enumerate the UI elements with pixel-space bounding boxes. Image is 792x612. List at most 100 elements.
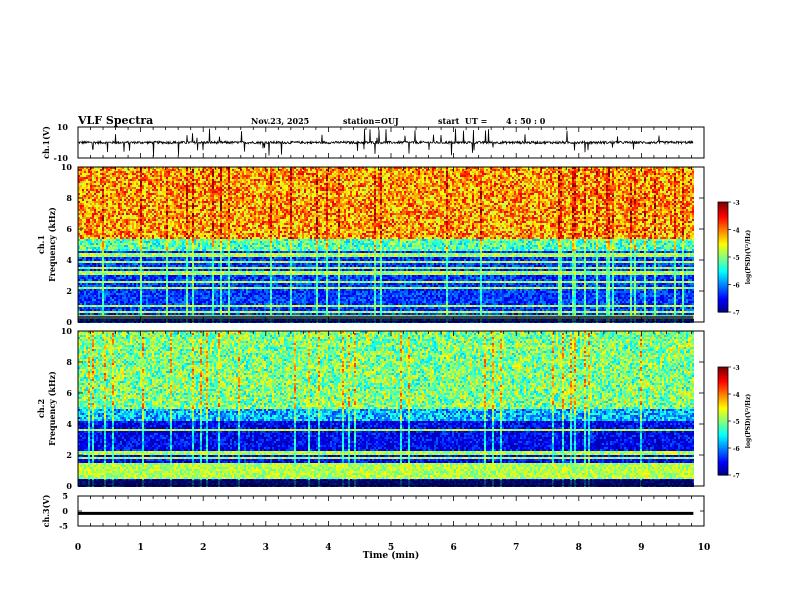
spectrogram-cell — [92, 195, 94, 197]
spectrogram-cell — [152, 281, 154, 283]
spectrogram-cell — [88, 259, 90, 261]
spectrogram-cell — [116, 195, 118, 197]
spectrogram-cell — [82, 293, 84, 295]
spectrogram-cell — [124, 231, 126, 233]
spectrogram-cell — [96, 231, 98, 233]
spectrogram-cell — [108, 267, 110, 269]
spectrogram-cell — [120, 217, 122, 219]
spectrogram-cell — [118, 197, 120, 199]
spectrogram-cell — [152, 225, 154, 227]
spectrogram-cell — [86, 249, 88, 251]
spectrogram-cell — [94, 185, 96, 187]
spectrogram-cell — [100, 251, 102, 253]
spectrogram-cell — [112, 277, 114, 279]
spectrogram-cell — [146, 269, 148, 271]
spectrogram-cell — [130, 227, 132, 229]
spectrogram-cell — [118, 249, 120, 251]
spectrogram-cell — [138, 295, 140, 297]
spectrogram-cell — [122, 299, 124, 301]
spectrogram-cell — [138, 169, 140, 171]
spectrogram-cell — [110, 291, 112, 293]
spectrogram-cell — [80, 287, 82, 289]
spectrogram-cell — [122, 219, 124, 221]
spectrogram-cell — [146, 203, 148, 205]
spectrogram-cell — [126, 181, 128, 183]
spectrogram-cell — [152, 269, 154, 271]
spectrogram-cell — [86, 307, 88, 309]
spectrogram-cell — [88, 171, 90, 173]
spectrogram-cell — [88, 301, 90, 303]
spectrogram-cell — [124, 199, 126, 201]
spectrogram-cell — [136, 219, 138, 221]
spectrogram-cell — [126, 311, 128, 313]
spectrogram-cell — [124, 239, 126, 241]
spectrogram-cell — [144, 293, 146, 295]
spectrogram-cell — [156, 313, 158, 315]
spectrogram-cell — [146, 189, 148, 191]
spectrogram-cell — [128, 299, 130, 301]
spectrogram-cell — [120, 183, 122, 185]
spectrogram-cell — [92, 259, 94, 261]
spectrogram-cell — [82, 231, 84, 233]
spectrogram-cell — [134, 203, 136, 205]
spectrogram-cell — [86, 239, 88, 241]
spectrogram-cell — [94, 235, 96, 237]
spectrogram-cell — [90, 209, 92, 211]
spectrogram-cell — [122, 195, 124, 197]
spectrogram-cell — [98, 227, 100, 229]
spectrogram-cell — [94, 261, 96, 263]
spectrogram-cell — [156, 181, 158, 183]
spectrogram-cell — [114, 255, 116, 257]
spectrogram-cell — [140, 295, 142, 297]
spectrogram-cell — [122, 227, 124, 229]
spectrogram-cell — [126, 307, 128, 309]
spectrogram-cell — [154, 313, 156, 315]
spectrogram-cell — [98, 299, 100, 301]
spectrogram-cell — [128, 239, 130, 241]
spectrogram-cell — [138, 277, 140, 279]
spectrogram-cell — [124, 289, 126, 291]
spectrogram-cell — [136, 287, 138, 289]
spectrogram-cell — [152, 195, 154, 197]
spectrogram-cell — [144, 185, 146, 187]
spectrogram-cell — [142, 183, 144, 185]
spectrogram-cell — [126, 263, 128, 265]
spectrogram-cell — [154, 213, 156, 215]
spectrogram-cell — [150, 197, 152, 199]
spectrogram-cell — [80, 189, 82, 191]
spectrogram-cell — [156, 179, 158, 181]
spectrogram-cell — [90, 231, 92, 233]
spectrogram-cell — [156, 223, 158, 225]
spectrogram-cell — [122, 285, 124, 287]
spectrogram-cell — [140, 291, 142, 293]
spectrogram-cell — [140, 217, 142, 219]
spectrogram-cell — [120, 177, 122, 179]
spectrogram-cell — [106, 307, 108, 309]
spectrogram-cell — [142, 287, 144, 289]
spectrogram-cell — [118, 287, 120, 289]
spectrogram-cell — [156, 203, 158, 205]
spectrogram-cell — [138, 255, 140, 257]
spectrogram-cell — [124, 197, 126, 199]
spectrogram-cell — [86, 199, 88, 201]
spectrogram-cell — [122, 237, 124, 239]
spectrogram-cell — [158, 227, 160, 229]
spectrogram-cell — [152, 263, 154, 265]
spectrogram-cell — [116, 203, 118, 205]
spectrogram-cell — [94, 203, 96, 205]
spectrogram-cell — [96, 211, 98, 213]
spectrogram-cell — [82, 297, 84, 299]
spectrogram-cell — [82, 203, 84, 205]
spectrogram-cell — [130, 259, 132, 261]
spectrogram-cell — [116, 259, 118, 261]
spectrogram-cell — [128, 203, 130, 205]
spectrogram-cell — [144, 313, 146, 315]
spectrogram-cell — [102, 235, 104, 237]
spectrogram-cell — [152, 215, 154, 217]
spectrogram-cell — [118, 289, 120, 291]
spectrogram-cell — [110, 171, 112, 173]
spectrogram-cell — [102, 189, 104, 191]
spectrogram-cell — [106, 205, 108, 207]
spectrogram-cell — [120, 259, 122, 261]
